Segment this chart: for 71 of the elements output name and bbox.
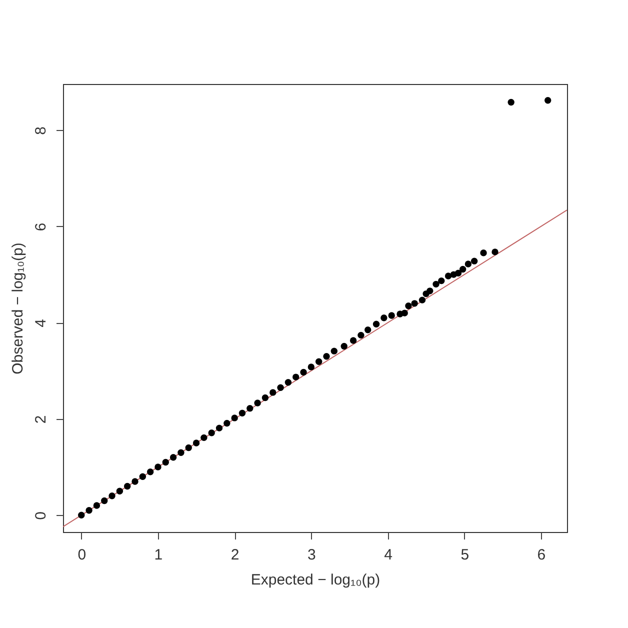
point: [372, 320, 380, 328]
point: [200, 434, 208, 442]
point: [438, 277, 445, 284]
x-tick-label: 6: [537, 546, 546, 564]
point: [364, 326, 372, 334]
point: [388, 312, 395, 319]
y-tick-label: 4: [32, 319, 50, 328]
point: [185, 444, 192, 452]
x-tick-label: 4: [384, 546, 392, 564]
point: [284, 379, 292, 386]
point: [315, 358, 322, 365]
point: [86, 507, 92, 514]
y-tick-label: 8: [32, 126, 50, 135]
point: [162, 458, 169, 466]
point: [139, 473, 146, 480]
point: [146, 468, 154, 476]
point: [470, 258, 478, 264]
point: [262, 394, 269, 402]
point: [323, 353, 330, 360]
point: [216, 424, 223, 432]
point: [178, 449, 184, 456]
point: [401, 310, 408, 316]
point: [270, 389, 276, 396]
point: [480, 250, 487, 256]
y-axis-title: Observed − log₁₀(p): [10, 242, 26, 374]
point: [292, 374, 300, 380]
point: [432, 280, 440, 288]
point: [405, 302, 412, 310]
point: [492, 248, 498, 256]
point: [192, 440, 200, 446]
point: [426, 288, 434, 294]
point: [459, 266, 466, 273]
point: [508, 98, 514, 106]
point: [300, 368, 307, 376]
point: [358, 332, 364, 339]
x-tick-label: 5: [460, 546, 470, 564]
point: [116, 488, 124, 494]
point: [78, 512, 85, 519]
point: [340, 342, 348, 350]
point: [132, 478, 138, 485]
point: [277, 384, 284, 391]
point: [170, 454, 177, 461]
point: [418, 296, 426, 304]
point: [93, 502, 100, 509]
point: [380, 314, 388, 322]
point: [454, 270, 462, 276]
x-tick-label: 1: [154, 546, 163, 564]
point: [154, 464, 162, 470]
x-tick-label: 2: [230, 546, 240, 564]
point: [124, 482, 131, 490]
point: [246, 404, 254, 412]
x-tick-label: 0: [78, 546, 86, 564]
y-tick-label: 2: [32, 415, 50, 424]
point: [350, 337, 357, 344]
point: [544, 97, 552, 104]
point: [464, 260, 472, 268]
point: [108, 492, 116, 500]
y-tick-label: 6: [32, 222, 50, 232]
point: [208, 430, 215, 436]
point: [411, 300, 418, 307]
point: [308, 364, 315, 370]
y-tick-label: 0: [32, 511, 50, 520]
point: [330, 348, 338, 354]
x-axis-title: Expected − log₁₀(p): [250, 572, 380, 588]
point: [101, 497, 108, 504]
x-tick-label: 3: [308, 546, 316, 564]
point: [254, 400, 261, 406]
point: [231, 414, 238, 422]
point: [224, 420, 230, 427]
point: [238, 410, 246, 416]
point: [444, 272, 452, 280]
